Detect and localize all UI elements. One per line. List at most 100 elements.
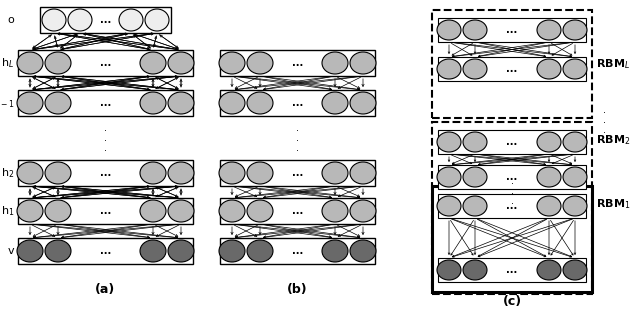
Bar — [220, 238, 375, 264]
Text: ...: ... — [292, 58, 303, 68]
Ellipse shape — [563, 132, 587, 152]
Bar — [40, 7, 171, 33]
Text: (b): (b) — [287, 283, 308, 296]
Ellipse shape — [17, 92, 43, 114]
Ellipse shape — [219, 52, 245, 74]
Ellipse shape — [563, 260, 587, 280]
Ellipse shape — [437, 132, 461, 152]
Bar — [18, 238, 193, 264]
Ellipse shape — [537, 20, 561, 40]
Text: RBM$_L$: RBM$_L$ — [596, 57, 630, 71]
Bar — [18, 90, 193, 116]
Ellipse shape — [437, 196, 461, 216]
Ellipse shape — [17, 52, 43, 74]
Text: ...: ... — [506, 265, 518, 275]
Ellipse shape — [537, 260, 561, 280]
Text: ...: ... — [506, 137, 518, 147]
Text: ...: ... — [100, 206, 111, 216]
Ellipse shape — [537, 167, 561, 187]
Text: ...: ... — [100, 15, 111, 25]
Text: ...: ... — [292, 98, 303, 108]
Ellipse shape — [463, 196, 487, 216]
Ellipse shape — [563, 20, 587, 40]
Ellipse shape — [322, 240, 348, 262]
Text: RBM$_1$: RBM$_1$ — [596, 197, 630, 211]
Ellipse shape — [17, 162, 43, 184]
Bar — [220, 50, 375, 76]
Ellipse shape — [350, 52, 376, 74]
Ellipse shape — [45, 200, 71, 222]
Ellipse shape — [168, 92, 194, 114]
Ellipse shape — [219, 200, 245, 222]
Ellipse shape — [247, 200, 273, 222]
Ellipse shape — [219, 162, 245, 184]
Ellipse shape — [68, 9, 92, 31]
Ellipse shape — [17, 200, 43, 222]
Text: .
.
.: . . . — [602, 105, 605, 135]
Ellipse shape — [45, 52, 71, 74]
Text: ...: ... — [506, 201, 518, 211]
Ellipse shape — [463, 260, 487, 280]
Ellipse shape — [45, 92, 71, 114]
Ellipse shape — [350, 162, 376, 184]
Ellipse shape — [537, 59, 561, 79]
Text: h$_{L-1}$: h$_{L-1}$ — [0, 96, 14, 110]
Bar — [438, 130, 586, 154]
Text: (a): (a) — [95, 283, 116, 296]
Text: ...: ... — [100, 246, 111, 256]
Ellipse shape — [168, 162, 194, 184]
Ellipse shape — [463, 132, 487, 152]
Bar — [432, 10, 592, 118]
Bar — [18, 160, 193, 186]
Text: ...: ... — [100, 98, 111, 108]
Bar — [220, 90, 375, 116]
Bar — [18, 198, 193, 224]
Text: (c): (c) — [502, 295, 522, 308]
Bar — [438, 57, 586, 81]
Ellipse shape — [45, 240, 71, 262]
Ellipse shape — [168, 52, 194, 74]
Ellipse shape — [247, 92, 273, 114]
Ellipse shape — [247, 52, 273, 74]
Ellipse shape — [537, 132, 561, 152]
Ellipse shape — [322, 92, 348, 114]
Ellipse shape — [350, 200, 376, 222]
Ellipse shape — [537, 196, 561, 216]
Ellipse shape — [463, 20, 487, 40]
Bar — [18, 50, 193, 76]
Ellipse shape — [322, 52, 348, 74]
Ellipse shape — [463, 59, 487, 79]
Ellipse shape — [219, 240, 245, 262]
Text: ...: ... — [292, 168, 303, 178]
Text: h$_1$: h$_1$ — [1, 204, 14, 218]
Ellipse shape — [140, 200, 166, 222]
Bar — [438, 194, 586, 218]
Text: v: v — [8, 246, 14, 256]
Text: o: o — [7, 15, 14, 25]
Ellipse shape — [140, 240, 166, 262]
Ellipse shape — [42, 9, 66, 31]
Ellipse shape — [563, 59, 587, 79]
Bar — [438, 18, 586, 42]
Bar — [432, 186, 592, 292]
Text: ...: ... — [506, 64, 518, 74]
Ellipse shape — [437, 167, 461, 187]
Ellipse shape — [563, 196, 587, 216]
Bar — [220, 198, 375, 224]
Ellipse shape — [322, 200, 348, 222]
Text: ...: ... — [292, 246, 303, 256]
Bar — [438, 165, 586, 189]
Ellipse shape — [140, 162, 166, 184]
Text: .
.
.: . . . — [511, 176, 513, 206]
Ellipse shape — [463, 167, 487, 187]
Ellipse shape — [140, 92, 166, 114]
Ellipse shape — [168, 200, 194, 222]
Bar — [220, 160, 375, 186]
Ellipse shape — [219, 92, 245, 114]
Ellipse shape — [119, 9, 143, 31]
Bar — [432, 122, 592, 294]
Ellipse shape — [247, 162, 273, 184]
Text: h$_2$: h$_2$ — [1, 166, 14, 180]
Text: .
.
.: . . . — [104, 123, 107, 153]
Ellipse shape — [140, 52, 166, 74]
